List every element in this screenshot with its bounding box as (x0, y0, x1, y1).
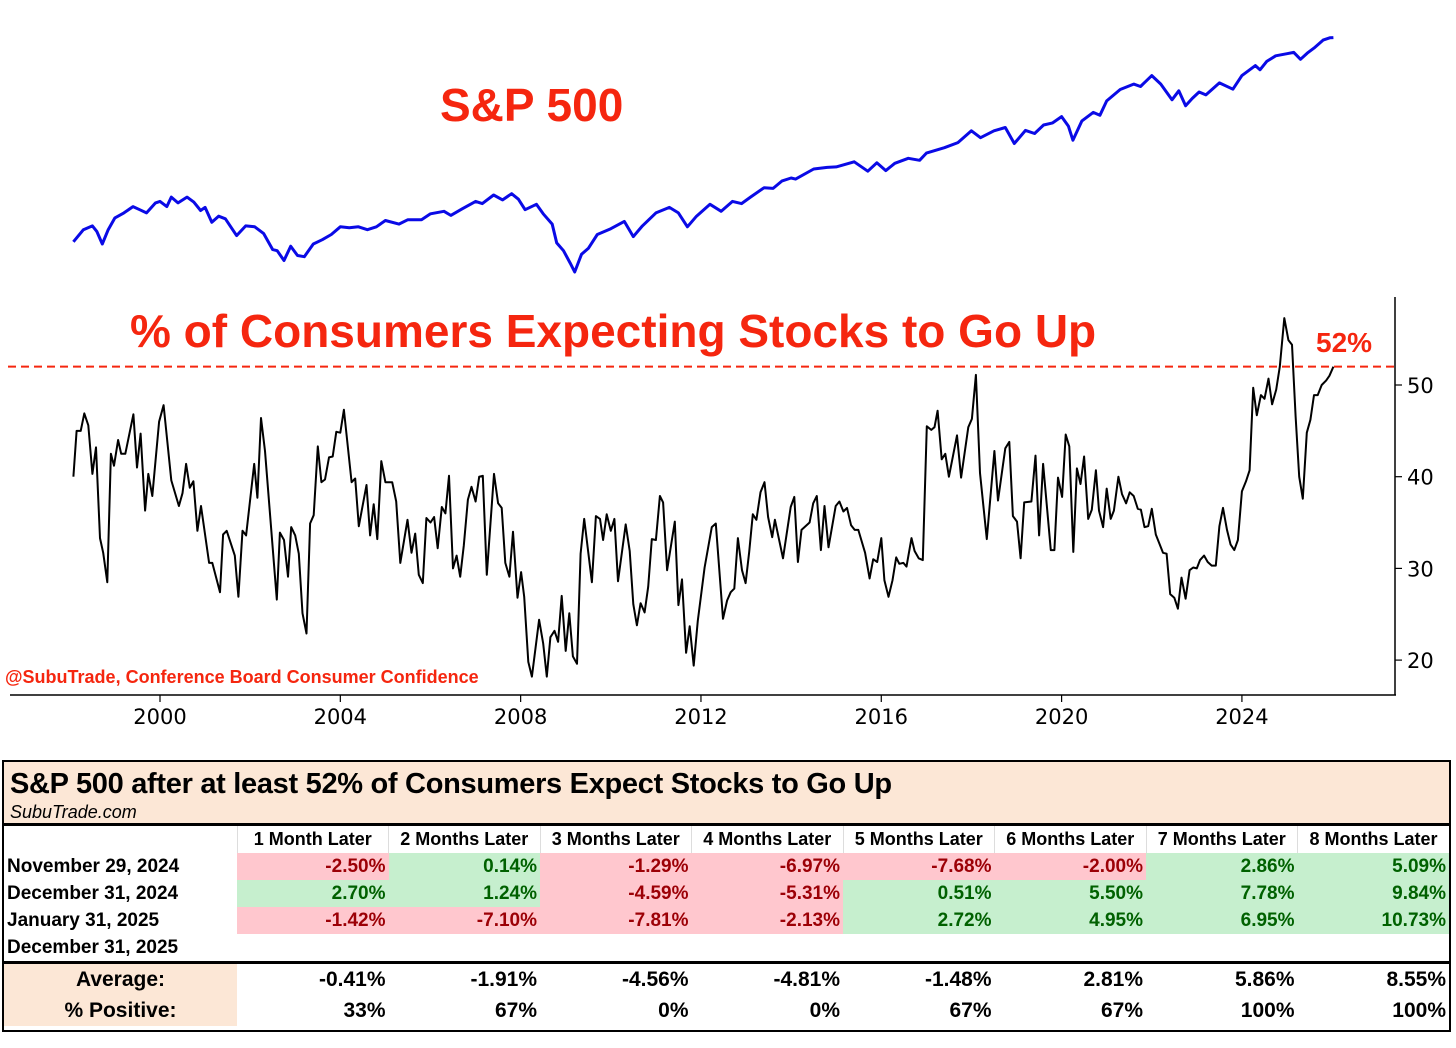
row-date: December 31, 2024 (7, 882, 179, 904)
return-cell: 6.95% (1146, 907, 1298, 934)
summary-value: 67% (949, 998, 992, 1022)
summary-value: 33% (343, 998, 386, 1022)
summary-label: % Positive: (4, 995, 237, 1026)
summary-value: -4.56% (540, 961, 692, 995)
column-header: 7 Months Later (1145, 826, 1298, 853)
return-cell: -7.10% (388, 907, 540, 934)
column-header: 2 Months Later (388, 826, 540, 853)
summary-value: 100% (1240, 998, 1295, 1022)
summary-row: % Positive: 33% 67% 0% 0% 67% 67% 100% 100% (4, 995, 1449, 1026)
column-header: 4 Months Later (691, 826, 843, 853)
returns-grid: 1 Month Later 2 Months Later 3 Months Late… (4, 826, 1449, 1026)
return-cell: -7.81% (540, 907, 692, 934)
column-header: 1 Month Later (236, 826, 389, 853)
x-tick-label: 2008 (494, 705, 547, 729)
return-cell (995, 934, 1147, 963)
summary-value: -4.81% (691, 961, 843, 995)
summary-value: -1.48% (843, 961, 995, 995)
sp500-chart (72, 36, 1334, 274)
consumer-line (72, 317, 1335, 678)
return-cell: -2.50% (237, 853, 389, 880)
return-cell: 7.78% (1146, 880, 1298, 907)
summary-value: 8.55% (1297, 961, 1449, 995)
column-header: 5 Months Later (842, 826, 995, 853)
row-date: November 29, 2024 (7, 855, 180, 877)
return-cell: -2.00% (994, 853, 1146, 880)
threshold-annotation: 52% (1316, 327, 1373, 358)
chart-area: 2000 2004 2008 2012 2016 2020 2024 20 30 40 50 (8, 36, 1434, 729)
row-date: January 31, 2025 (7, 909, 160, 931)
table-title: S&P 500 after at least 52% of Consumers … (10, 768, 892, 800)
column-header-row: 1 Month Later 2 Months Later 3 Months Late… (4, 826, 1449, 853)
summary-row: Average: -0.41% -1.91% -4.56% -4.81% -1.48% 2.… (4, 961, 1449, 995)
return-cell (1298, 934, 1450, 963)
return-cell: 2.86% (1146, 853, 1298, 880)
summary-label: Average: (4, 961, 237, 995)
source-credit: @SubuTrade, Conference Board Consumer Co… (5, 667, 479, 687)
summary-value: 0% (658, 998, 689, 1022)
summary-value: 5.86% (1146, 961, 1298, 995)
column-header: 8 Months Later (1297, 826, 1449, 853)
x-tick-label: 2020 (1035, 705, 1088, 729)
return-cell (540, 934, 692, 963)
return-cell: 4.95% (994, 907, 1146, 934)
return-cell (237, 934, 389, 963)
y-tick-label: 50 (1407, 374, 1434, 398)
consumer-chart-title: % of Consumers Expecting Stocks to Go Up (130, 305, 1097, 357)
return-cell: 9.84% (1297, 880, 1449, 907)
column-header: 3 Months Later (539, 826, 692, 853)
x-tick-label: 2012 (674, 705, 727, 729)
return-cell: 5.50% (994, 880, 1146, 907)
return-cell: -6.97% (691, 853, 843, 880)
return-cell: -5.31% (691, 880, 843, 907)
row-date: December 31, 2025 (7, 936, 179, 958)
x-tick-label: 2000 (133, 705, 186, 729)
consumer-chart: 2000 2004 2008 2012 2016 2020 2024 20 30 40 50 (8, 297, 1434, 729)
return-cell: -7.68% (843, 853, 995, 880)
return-cell: -1.42% (237, 907, 389, 934)
summary-value: 2.81% (994, 961, 1146, 995)
summary-value: 67% (494, 998, 537, 1022)
return-cell: 0.14% (388, 853, 540, 880)
return-cell: -1.29% (540, 853, 692, 880)
return-cell: 5.09% (1297, 853, 1449, 880)
x-tick-label: 2024 (1215, 705, 1268, 729)
return-cell (389, 934, 541, 963)
table-row: December 31, 2025 (4, 934, 1449, 963)
summary-value: 0% (809, 998, 840, 1022)
y-tick-label: 20 (1407, 649, 1434, 673)
x-tick-label: 2016 (855, 705, 908, 729)
return-cell: 10.73% (1297, 907, 1449, 934)
returns-table: S&P 500 after at least 52% of Consumers … (2, 760, 1451, 1032)
table-row: November 29, 2024 -2.50% 0.14% -1.29% -6.97%… (4, 853, 1449, 880)
table-header: S&P 500 after at least 52% of Consumers … (4, 762, 1449, 826)
return-cell: 2.72% (843, 907, 995, 934)
column-header: 6 Months Later (994, 826, 1146, 853)
table-subtitle: SubuTrade.com (10, 802, 137, 822)
table-row: December 31, 2024 2.70% 1.24% -4.59% -5.31% 0… (4, 880, 1449, 907)
return-cell (1146, 934, 1298, 963)
return-cell: -4.59% (540, 880, 692, 907)
x-tick-label: 2004 (314, 705, 367, 729)
return-cell (843, 934, 995, 963)
sp500-title: S&P 500 (440, 79, 624, 131)
return-cell (692, 934, 844, 963)
table-row: January 31, 2025 -1.42% -7.10% -7.81% -2.13%… (4, 907, 1449, 934)
summary-value: -1.91% (388, 961, 540, 995)
summary-value: 67% (1100, 998, 1143, 1022)
y-tick-label: 40 (1407, 466, 1434, 490)
summary-value: -0.41% (237, 961, 389, 995)
summary-value: 100% (1392, 998, 1446, 1022)
y-tick-label: 30 (1407, 557, 1434, 581)
return-cell: 2.70% (237, 880, 389, 907)
return-cell: -2.13% (691, 907, 843, 934)
corner-cell (4, 826, 237, 853)
sp500-line (72, 36, 1334, 274)
return-cell: 0.51% (843, 880, 995, 907)
return-cell: 1.24% (388, 880, 540, 907)
